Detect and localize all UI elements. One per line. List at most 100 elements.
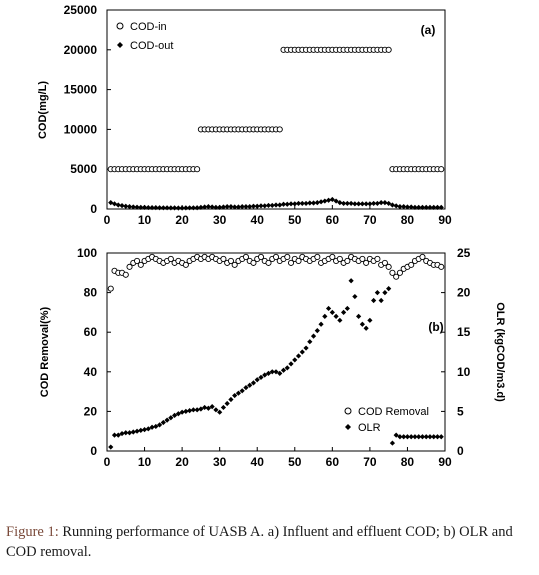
data-point-cod-out	[247, 204, 253, 210]
panel-b-removal-olr: 0 10 20 30 40 50 60 70 80 90 0 20 40 60 80 100 0 5 10 15 2…	[39, 246, 506, 469]
data-point-cod-out	[397, 204, 403, 210]
data-point-olr	[333, 313, 339, 319]
data-point-olr	[172, 412, 178, 418]
data-point-cod-out	[108, 200, 114, 206]
panel-b-x-tick-label: 90	[438, 455, 452, 469]
data-point-cod-out	[378, 200, 384, 206]
data-point-olr	[322, 313, 328, 319]
data-point-cod-removal	[408, 261, 415, 268]
data-point-olr	[239, 388, 245, 394]
panel-a-y-tick-label: 10000	[64, 122, 98, 136]
panel-a-data-points	[107, 46, 445, 211]
data-point-cod-out	[404, 204, 411, 210]
data-point-olr	[341, 309, 347, 315]
data-point-cod-out	[277, 202, 283, 208]
data-point-olr	[235, 390, 242, 396]
data-point-olr	[423, 434, 429, 440]
data-point-cod-out	[344, 200, 350, 207]
data-point-olr	[438, 434, 444, 440]
data-point-cod-out	[183, 205, 189, 211]
panel-b-y-tick-label: 100	[77, 246, 97, 260]
data-point-olr	[318, 321, 324, 327]
data-point-olr	[205, 405, 211, 411]
data-point-olr	[126, 430, 133, 436]
data-point-olr	[202, 404, 208, 411]
data-point-cod-out	[198, 204, 204, 211]
data-point-cod-removal	[122, 271, 129, 278]
data-point-cod-in	[438, 166, 445, 173]
data-point-cod-removal	[284, 253, 291, 261]
legend-cod-out-label: COD-out	[130, 40, 173, 52]
data-point-cod-removal	[396, 269, 403, 276]
data-point-cod-removal	[242, 253, 250, 261]
data-point-olr	[123, 430, 129, 436]
legend-cod-in-label: COD-in	[130, 21, 167, 33]
data-point-cod-out	[318, 199, 324, 205]
panel-b-x-tick-label: 70	[363, 455, 377, 469]
panel-b-y2-tick-label: 25	[457, 246, 471, 260]
panel-a-x-tick-label: 30	[213, 213, 227, 227]
data-point-cod-in	[276, 126, 283, 133]
data-point-cod-removal	[287, 259, 295, 266]
data-point-olr	[198, 406, 204, 412]
panel-b-y-tick-label: 0	[90, 444, 97, 458]
panel-b-plot-frame	[106, 252, 446, 452]
data-point-olr	[262, 372, 268, 378]
data-point-cod-removal	[272, 253, 280, 261]
panel-a-y-tick-label: 20000	[64, 43, 98, 57]
data-point-cod-out	[190, 205, 196, 211]
data-point-olr	[247, 382, 253, 388]
data-point-cod-removal	[126, 263, 133, 270]
data-point-cod-removal	[265, 259, 272, 266]
panel-b-x-tick-label: 20	[175, 455, 189, 469]
data-point-olr	[179, 409, 185, 415]
data-point-olr	[404, 434, 411, 440]
data-point-olr	[175, 411, 181, 417]
panel-a-x-tick-label: 20	[175, 213, 189, 227]
data-point-cod-removal	[295, 257, 302, 264]
panel-a-x-tick-label: 70	[363, 213, 377, 227]
data-point-olr	[160, 419, 166, 426]
legend-olr-label: OLR	[358, 422, 381, 434]
data-point-cod-out	[288, 201, 294, 207]
data-point-olr	[277, 370, 283, 376]
panel-b-x-ticks: 0 10 20 30 40 50 60 70 80 90	[104, 447, 452, 469]
data-point-cod-removal	[344, 257, 351, 264]
data-point-cod-out	[119, 203, 125, 209]
data-point-olr	[374, 290, 380, 296]
data-point-cod-out	[265, 202, 272, 209]
data-point-olr	[329, 309, 335, 315]
data-point-cod-out	[363, 201, 369, 207]
data-point-cod-out	[123, 203, 129, 209]
data-point-cod-in	[194, 166, 201, 173]
data-point-cod-out	[374, 200, 380, 207]
data-point-olr	[220, 404, 227, 411]
panel-b-x-tick-label: 40	[251, 455, 265, 469]
panel-b-x-tick-label: 0	[104, 455, 111, 469]
data-point-cod-out	[419, 204, 426, 211]
data-point-olr	[273, 369, 279, 375]
data-point-olr	[243, 385, 249, 391]
data-point-olr	[416, 434, 422, 440]
data-point-olr	[386, 286, 392, 292]
data-point-cod-out	[141, 204, 148, 211]
data-point-cod-removal	[393, 273, 400, 280]
data-point-olr	[408, 434, 414, 440]
data-point-olr	[284, 365, 290, 371]
legend-cod-in-marker	[116, 22, 124, 30]
data-point-olr	[412, 434, 418, 440]
data-point-cod-removal	[381, 259, 388, 266]
data-point-cod-out	[168, 205, 174, 211]
data-point-olr	[367, 317, 373, 323]
data-point-olr	[431, 434, 437, 440]
panel-a-y-tick-label: 15000	[64, 83, 98, 97]
data-point-olr	[269, 369, 275, 375]
data-point-olr	[194, 407, 200, 413]
data-point-olr	[111, 432, 118, 438]
data-point-cod-out	[325, 197, 332, 203]
data-point-olr	[168, 415, 174, 421]
data-point-olr	[419, 434, 426, 440]
data-point-olr	[115, 432, 121, 438]
legend-olr-marker	[345, 424, 351, 430]
data-point-cod-removal	[227, 257, 234, 264]
